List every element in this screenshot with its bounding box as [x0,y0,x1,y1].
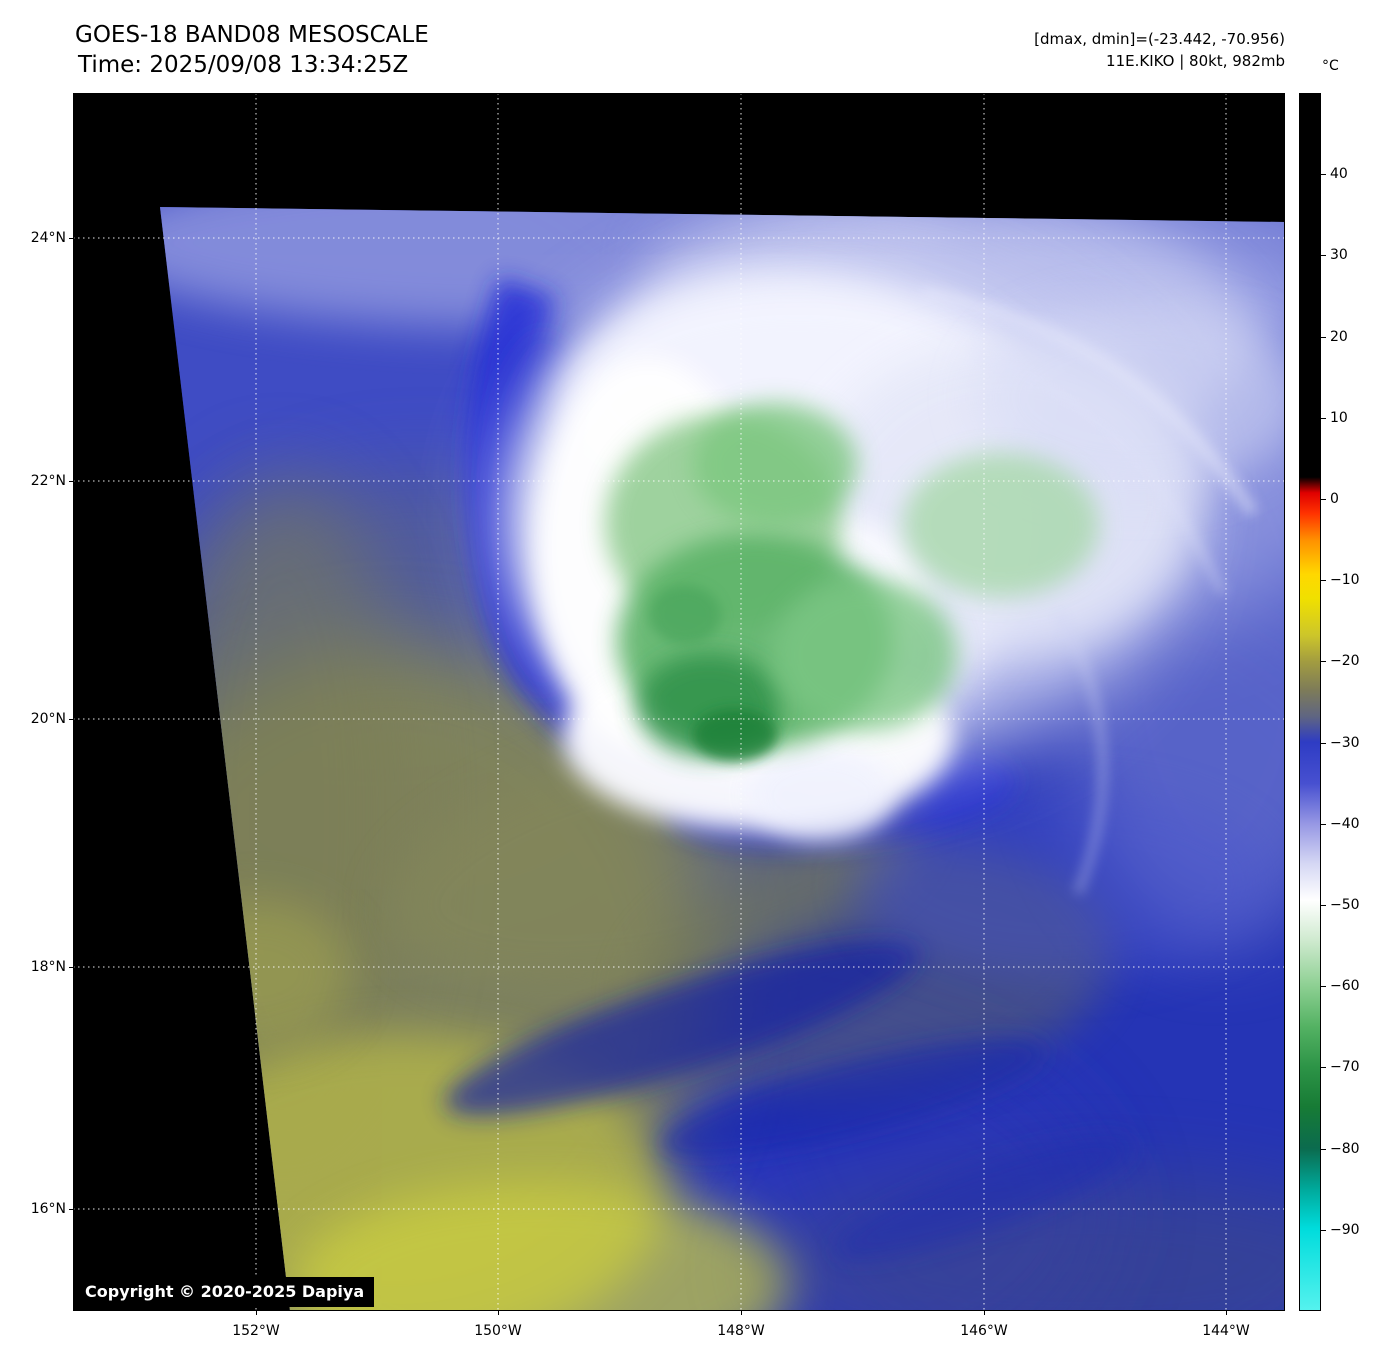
colorbar-tick [1321,743,1326,744]
lon-tick [498,1311,499,1315]
colorbar-tick-label: 0 [1330,491,1339,507]
colorbar-tick [1321,661,1326,662]
lon-tick [984,1311,985,1315]
colorbar-tick [1321,499,1326,500]
colorbar-tick [1321,986,1326,987]
colorbar-tick-label: −50 [1330,897,1360,913]
figure-title: GOES-18 BAND08 MESOSCALE [75,22,429,48]
colorbar-tick-label: −60 [1330,978,1360,994]
dark-moist-streaks [444,940,1134,1261]
copyright-badge: Copyright © 2020-2025 Dapiya [75,1277,375,1307]
figure-timestamp: Time: 2025/09/08 13:34:25Z [78,52,409,78]
lat-tick [69,1209,73,1210]
colorbar-tick [1321,580,1326,581]
colorbar-tick [1321,905,1326,906]
lat-tick [69,967,73,968]
colorbar-tick-label: −20 [1330,653,1360,669]
colorbar-tick [1321,1067,1326,1068]
annotation-dmax-dmin: [dmax, dmin]=(-23.442, -70.956) [1034,30,1285,48]
lat-tick [69,238,73,239]
lat-tick-label: 18°N [30,959,66,975]
colorbar-unit-label: °C [1322,58,1339,74]
colorbar-tick [1321,255,1326,256]
lat-tick-label: 16°N [30,1201,66,1217]
colorbar-tick-label: −40 [1330,816,1360,832]
lon-tick [256,1311,257,1315]
colorbar-tick-label: −30 [1330,735,1360,751]
lat-tick-label: 24°N [30,230,66,246]
lon-tick-label: 148°W [717,1323,765,1339]
satellite-map [73,93,1285,1311]
annotation-storm-info: 11E.KIKO | 80kt, 982mb [1106,52,1285,70]
colorbar [1299,93,1321,1311]
colorbar-tick [1321,418,1326,419]
colorbar-tick-label: −90 [1330,1222,1360,1238]
colorbar-tick [1321,1230,1326,1231]
lat-tick [69,719,73,720]
lon-tick-label: 150°W [474,1323,522,1339]
cirrus-wisps [921,287,1258,895]
lon-tick-label: 152°W [232,1323,280,1339]
colorbar-tick-label: 20 [1330,329,1348,345]
lon-tick [1226,1311,1227,1315]
colorbar-tick-label: 30 [1330,247,1348,263]
colorbar-tick-label: −10 [1330,572,1360,588]
lat-tick-label: 22°N [30,473,66,489]
lon-tick [741,1311,742,1315]
colorbar-tick-label: −70 [1330,1059,1360,1075]
plot-frame [73,93,1285,1311]
colorbar-tick-label: 40 [1330,166,1348,182]
lat-tick-label: 20°N [30,711,66,727]
cold-cloud-tops [605,403,1099,761]
lat-tick [69,481,73,482]
satellite-image [73,93,1285,1311]
lon-tick-label: 146°W [960,1323,1008,1339]
colorbar-tick [1321,824,1326,825]
colorbar-tick-label: −80 [1330,1141,1360,1157]
grid-lines [73,93,1285,1311]
colorbar-tick [1321,1149,1326,1150]
lon-tick-label: 144°W [1202,1323,1250,1339]
colorbar-tick [1321,174,1326,175]
colorbar-tick-label: 10 [1330,410,1348,426]
colorbar-tick [1321,337,1326,338]
